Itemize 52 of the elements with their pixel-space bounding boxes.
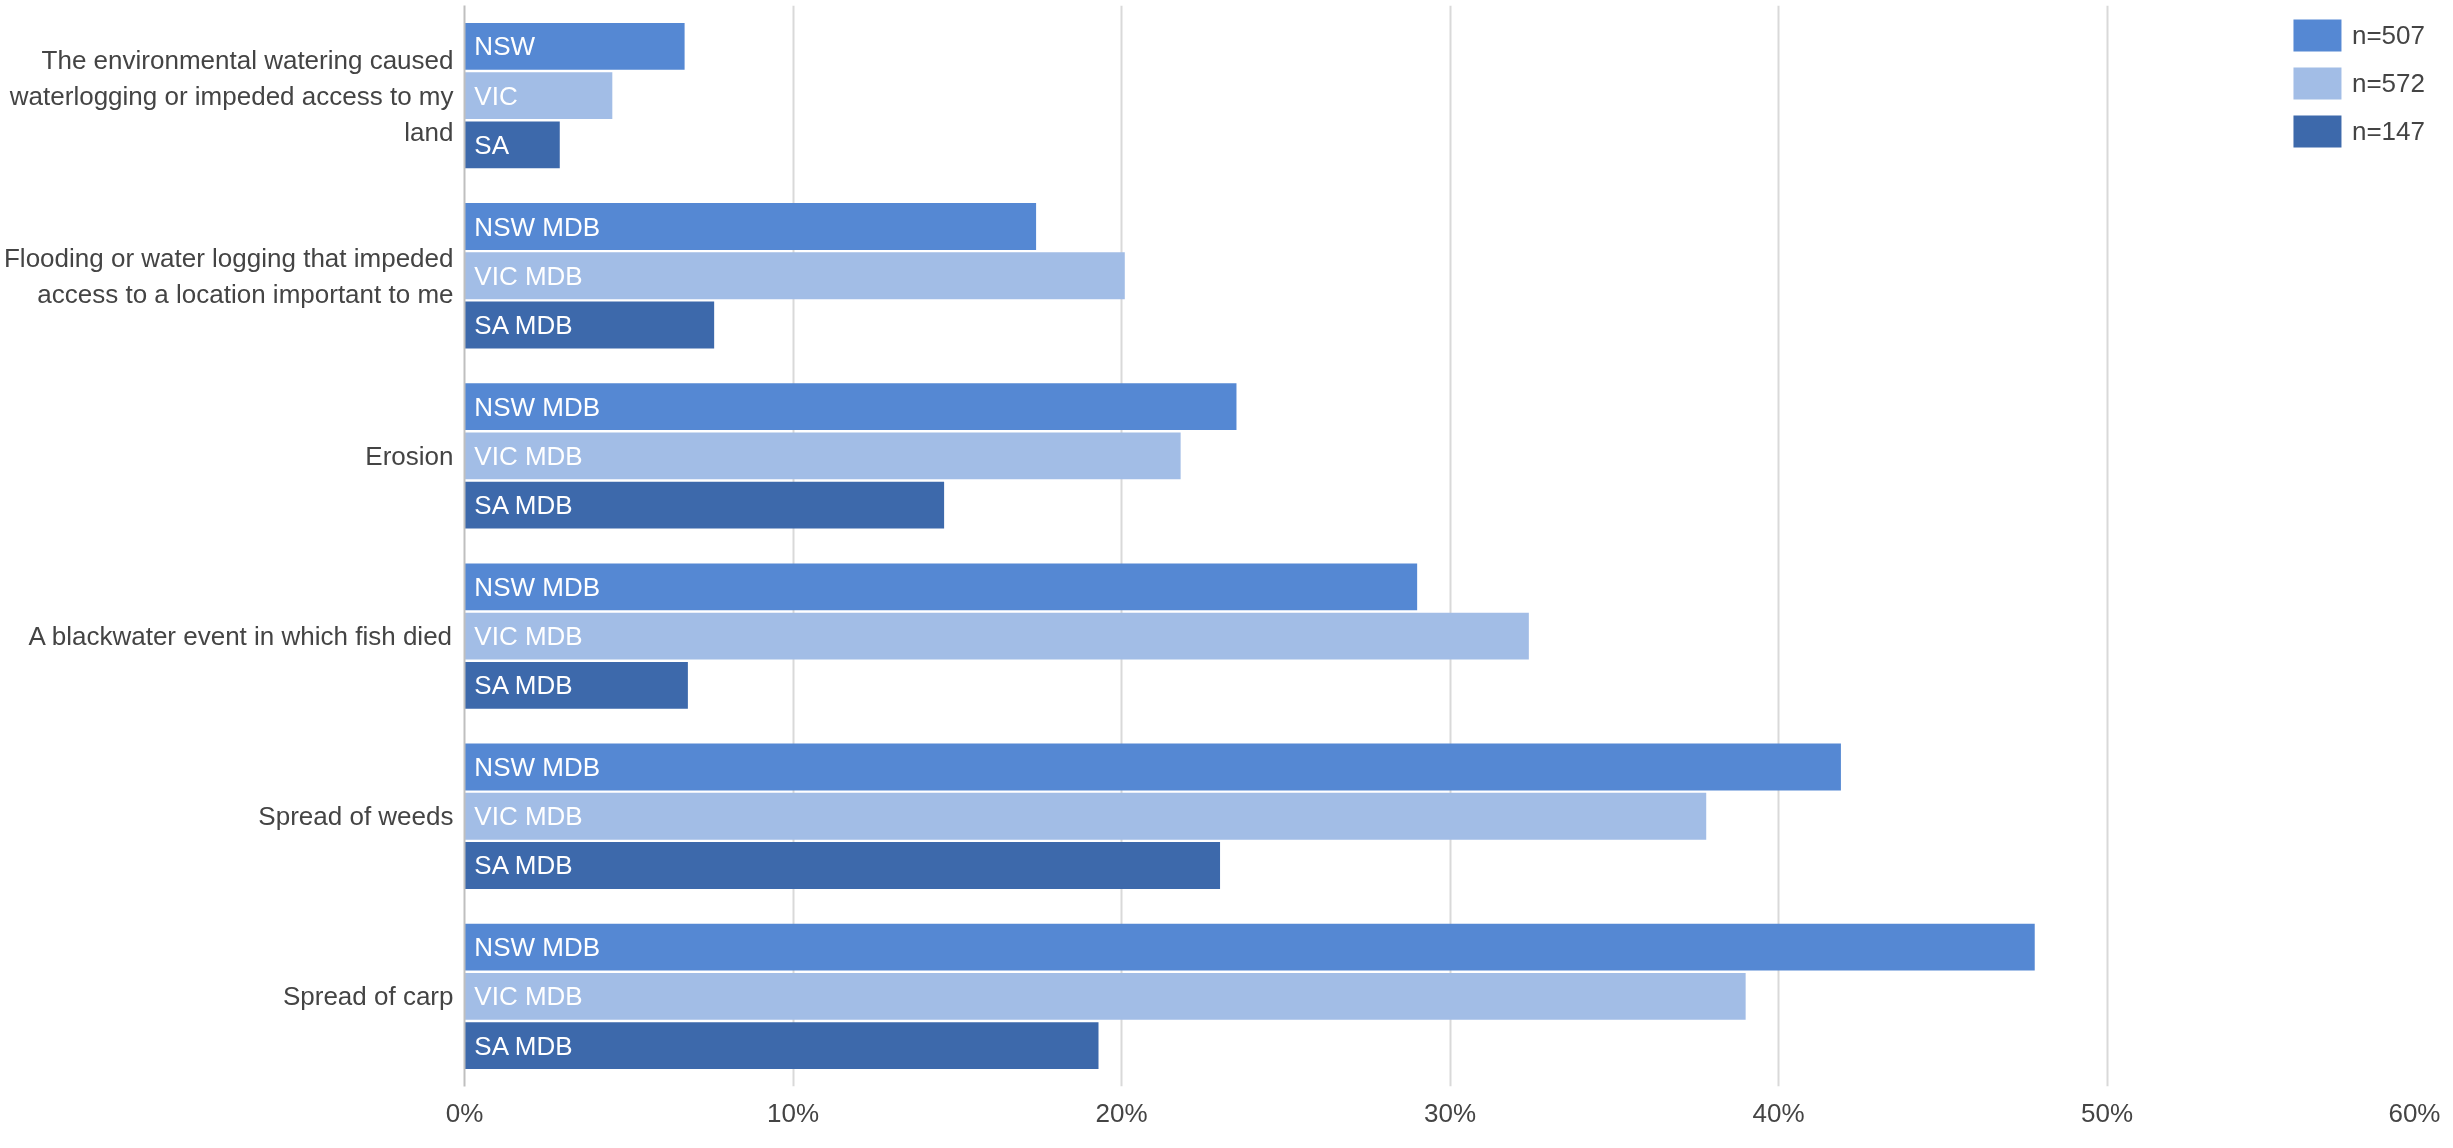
data-label: VIC (474, 80, 518, 111)
data-label: SA MDB (474, 310, 573, 340)
x-tick-label: 30% (1423, 1097, 1477, 1128)
bar (464, 121, 560, 169)
bar (464, 22, 685, 70)
bar (464, 612, 1529, 660)
bar (464, 842, 1221, 889)
bar (464, 1022, 1099, 1070)
legend-label: n=147 (2351, 115, 2425, 147)
x-tick-label: 0% (445, 1097, 484, 1128)
data-label: SA MDB (474, 1030, 573, 1061)
data-label: NSW MDB (474, 752, 601, 782)
y-tick-label: Spread of weeds (258, 801, 454, 832)
data-label: NSW MDB (474, 211, 601, 242)
bar (464, 743, 1841, 791)
bar (464, 481, 945, 529)
bar (464, 72, 613, 119)
bar (464, 661, 688, 709)
y-tick-label: Erosion (365, 440, 454, 471)
x-tick-label: 20% (1095, 1097, 1148, 1128)
legend-label: n=572 (2351, 67, 2425, 99)
bar (464, 252, 1125, 300)
bar (464, 563, 1418, 611)
data-label: VIC MDB (474, 440, 583, 471)
data-label: VIC MDB (474, 621, 583, 652)
data-label: VIC MDB (474, 801, 583, 832)
data-label: NSW (474, 31, 536, 62)
data-label: SA (474, 129, 510, 160)
legend-label: n=507 (2351, 19, 2425, 51)
bar (464, 792, 1707, 840)
y-tick-label: The environmental watering caused waterlogging or impeded access to my land (8, 44, 454, 147)
data-label: VIC MDB (474, 260, 583, 291)
y-tick-label: Flooding or water logging that impeded access to a location important to me (4, 242, 454, 309)
bar (464, 432, 1181, 480)
bar (464, 301, 715, 349)
bar (464, 383, 1237, 431)
bar (464, 973, 1746, 1020)
data-label: SA MDB (474, 490, 573, 521)
y-tick-label: A blackwater event in which fish died (28, 621, 453, 652)
bar (464, 923, 2035, 971)
data-label: SA MDB (474, 850, 573, 881)
data-label: NSW MDB (474, 932, 601, 963)
data-label: SA MDB (474, 670, 573, 701)
x-tick-label: 50% (2080, 1097, 2134, 1128)
x-tick-label: 60% (2388, 1097, 2441, 1128)
bar (464, 203, 1037, 250)
x-tick-label: 10% (766, 1097, 820, 1128)
x-tick-label: 40% (1752, 1097, 1805, 1128)
data-label: VIC MDB (474, 981, 583, 1012)
data-label: NSW MDB (474, 571, 601, 602)
y-tick-label: Spread of carp (282, 981, 454, 1012)
data-label: NSW MDB (474, 391, 601, 422)
